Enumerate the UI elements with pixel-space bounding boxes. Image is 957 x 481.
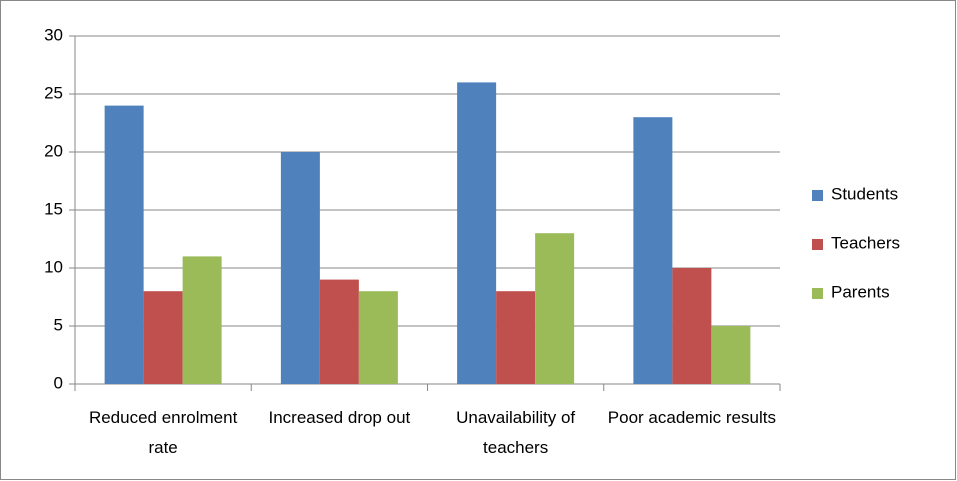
legend-label: Teachers: [831, 233, 900, 252]
x-tick-label: Unavailability of teachers: [456, 408, 576, 457]
bar: [182, 256, 222, 384]
legend-swatch: [812, 190, 823, 201]
legend-swatch: [812, 288, 823, 299]
bar: [496, 291, 536, 384]
x-tick-label: Poor academic results: [607, 408, 776, 427]
y-tick-label: 20: [44, 141, 63, 160]
y-tick-label: 5: [54, 315, 63, 334]
bar: [672, 268, 712, 384]
y-tick-label: 30: [44, 25, 63, 44]
y-tick-label: 25: [44, 83, 63, 102]
x-tick-label: Reduced enrolment rate: [88, 408, 238, 457]
bar: [143, 291, 183, 384]
legend-label: Parents: [831, 282, 890, 301]
y-tick-label: 10: [44, 257, 63, 276]
bar: [711, 326, 751, 384]
legend-swatch: [812, 239, 823, 250]
y-tick-label: 0: [54, 373, 63, 392]
bar: [535, 233, 575, 384]
bar: [319, 279, 359, 384]
bar: [633, 117, 673, 384]
bar: [104, 105, 144, 384]
bar: [280, 152, 320, 384]
y-tick-label: 15: [44, 199, 63, 218]
bar: [457, 82, 497, 385]
x-tick-label: Increased drop out: [268, 408, 411, 427]
legend-label: Students: [831, 184, 898, 203]
bar: [358, 291, 398, 384]
